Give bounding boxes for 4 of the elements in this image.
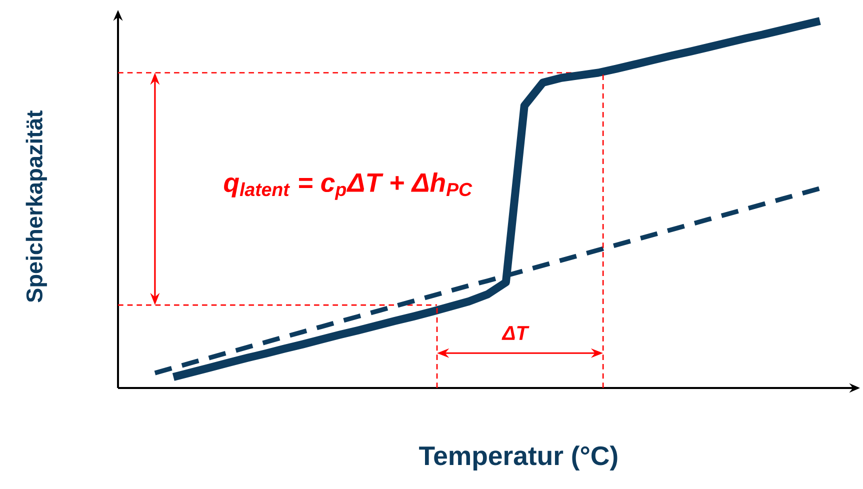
annotation: q$_{latent}$ = c$_{p}$ΔT + Δh$_{PC}$	[224, 172, 472, 200]
y-axis-title: Speicherkapazität	[26, 110, 47, 302]
annotation: ΔT	[502, 326, 530, 340]
x-axis-title: Temperatur (°C)	[419, 446, 618, 470]
